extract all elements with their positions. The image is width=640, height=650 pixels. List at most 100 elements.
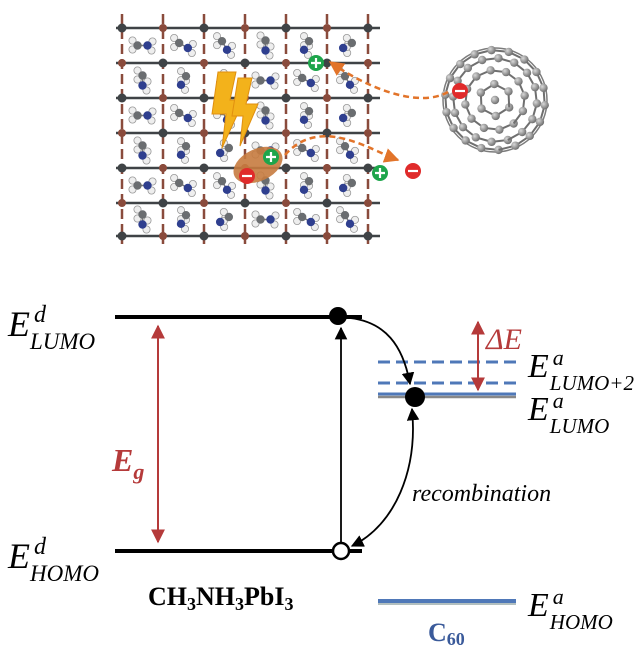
nitrogen-atom <box>338 43 348 53</box>
c60-atom <box>532 99 542 108</box>
carbon-atom <box>261 106 270 115</box>
lead-atom <box>363 23 373 33</box>
c60-atom <box>509 58 519 67</box>
c60-atom <box>530 82 540 92</box>
carbon-atom <box>181 71 191 81</box>
lead-atom <box>158 198 168 208</box>
c60-atom <box>471 133 481 142</box>
carbon-atom <box>181 210 191 220</box>
lead-atom <box>117 93 127 103</box>
lead-atom <box>117 23 127 33</box>
minus-circle-icon <box>452 83 468 99</box>
hydrogen-atom <box>133 66 142 75</box>
nitrogen-atom <box>299 115 309 125</box>
iodine-atom <box>159 24 167 32</box>
iodine-atom <box>364 199 372 207</box>
carbon-atom <box>217 36 227 46</box>
iodine-atom <box>200 59 208 67</box>
carbon-atom <box>347 108 357 118</box>
nitrogen-atom <box>183 183 193 193</box>
plus-circle-icon <box>372 165 388 181</box>
lead-atom <box>281 231 291 241</box>
nitrogen-atom <box>215 217 225 227</box>
electron-transfer-arrow <box>349 317 415 386</box>
hydrogen-atom <box>133 205 142 214</box>
c60-atom <box>532 67 541 77</box>
nitrogen-atom <box>345 219 355 229</box>
c60-atom <box>487 45 496 55</box>
nitrogen-atom <box>261 186 270 195</box>
carbon-atom <box>133 111 142 120</box>
minus-circle-icon <box>405 163 421 179</box>
hydrogen-atom <box>293 69 302 78</box>
minus-circle-icon <box>239 168 255 184</box>
hydrogen-atom <box>335 206 344 215</box>
perovskite-lattice <box>116 14 380 244</box>
hydrogen-atom <box>342 173 351 182</box>
c60-atom <box>487 137 496 147</box>
c60-atom <box>535 117 545 127</box>
plus-circle-icon <box>263 149 279 165</box>
c60-atom <box>463 63 473 73</box>
lead-atom <box>199 163 209 173</box>
iodine-atom <box>200 199 208 207</box>
delta-e-label: ΔE <box>485 323 522 356</box>
c60-atom <box>504 103 514 112</box>
hydrogen-atom <box>342 34 351 43</box>
nitrogen-atom <box>222 45 232 55</box>
iodine-atom <box>364 59 372 67</box>
electron-dot <box>329 307 347 325</box>
nitrogen-atom <box>345 80 355 90</box>
lead-atom <box>158 58 168 68</box>
iodine-atom <box>364 129 372 137</box>
nitrogen-atom <box>261 116 270 125</box>
iodine-atom <box>323 164 331 172</box>
hydrogen-atom <box>170 34 179 43</box>
c60-atom <box>517 127 527 137</box>
nitrogen-atom <box>138 220 147 229</box>
hydrogen-atom <box>176 67 185 76</box>
nitrogen-atom <box>176 219 186 229</box>
carbon-atom <box>340 210 350 220</box>
iodine-atom <box>159 164 167 172</box>
hydrogen-atom <box>176 137 185 146</box>
iodine-atom <box>118 59 126 67</box>
nitrogen-atom <box>338 183 348 193</box>
carbon-atom <box>297 143 307 153</box>
lead-atom <box>240 58 250 68</box>
nitrogen-atom <box>143 41 152 50</box>
c60-atom <box>445 73 455 83</box>
c60-molecule-icon <box>441 45 549 155</box>
lead-atom <box>240 198 250 208</box>
carbon-atom <box>256 215 265 224</box>
electron-dot-acceptor <box>405 387 425 407</box>
c60-atom <box>491 111 500 121</box>
lattice-atoms <box>117 23 373 241</box>
carbon-atom <box>297 212 307 222</box>
c60-atom <box>450 108 460 118</box>
c60-atom <box>504 47 513 57</box>
carbon-atom <box>133 181 142 190</box>
nitrogen-atom <box>261 46 270 55</box>
hydrogen-atom <box>212 32 221 41</box>
c60-atom <box>518 106 528 116</box>
iodine-atom <box>323 94 331 102</box>
carbon-atom <box>224 212 234 222</box>
nitrogen-atom <box>183 113 193 123</box>
band-gap-label: Eg <box>111 442 144 484</box>
carbon-atom <box>138 210 147 219</box>
lightning-icon <box>211 71 259 149</box>
c60-atom <box>504 87 513 96</box>
hydrogen-atom <box>299 172 308 181</box>
donor-material-label: CH3NH3PbI3 <box>148 582 293 614</box>
lead-atom <box>363 93 373 103</box>
carbon-atom <box>304 176 314 186</box>
lead-atom <box>117 231 127 241</box>
lead-atom <box>158 128 168 138</box>
c60-atom <box>520 91 529 100</box>
hydrogen-atom <box>251 210 260 219</box>
hydrogen-atom <box>128 176 137 185</box>
